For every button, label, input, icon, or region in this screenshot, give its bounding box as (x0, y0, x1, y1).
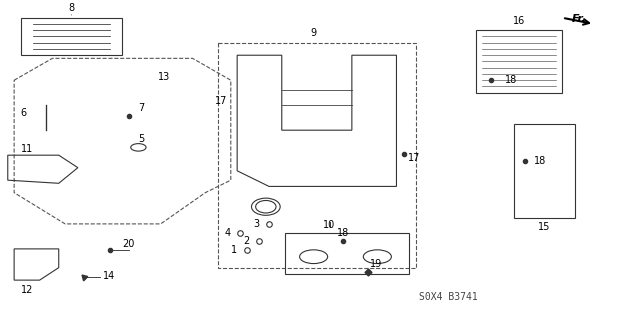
Text: 11: 11 (20, 144, 33, 154)
Text: 2: 2 (244, 236, 250, 246)
Text: 10: 10 (323, 220, 336, 230)
Text: 18: 18 (505, 75, 517, 85)
Text: 14: 14 (103, 271, 116, 281)
Text: 18: 18 (337, 228, 349, 238)
Text: 16: 16 (513, 16, 525, 26)
Text: S0X4 B3741: S0X4 B3741 (419, 292, 477, 302)
Text: 8: 8 (68, 3, 74, 13)
Text: 18: 18 (534, 156, 546, 167)
Text: 9: 9 (310, 28, 317, 38)
Text: 4: 4 (225, 228, 231, 238)
Text: 1: 1 (231, 245, 237, 256)
Text: 6: 6 (20, 108, 27, 118)
Text: 19: 19 (370, 259, 382, 269)
Text: 7: 7 (138, 103, 145, 113)
Text: 15: 15 (538, 222, 550, 232)
Text: 17: 17 (215, 95, 228, 106)
Text: 3: 3 (253, 219, 259, 229)
Text: 12: 12 (20, 285, 33, 295)
Text: Fr.: Fr. (572, 14, 586, 24)
Text: 5: 5 (138, 134, 145, 144)
Text: 20: 20 (122, 239, 135, 249)
Text: 17: 17 (408, 153, 420, 163)
Text: 13: 13 (157, 72, 170, 82)
